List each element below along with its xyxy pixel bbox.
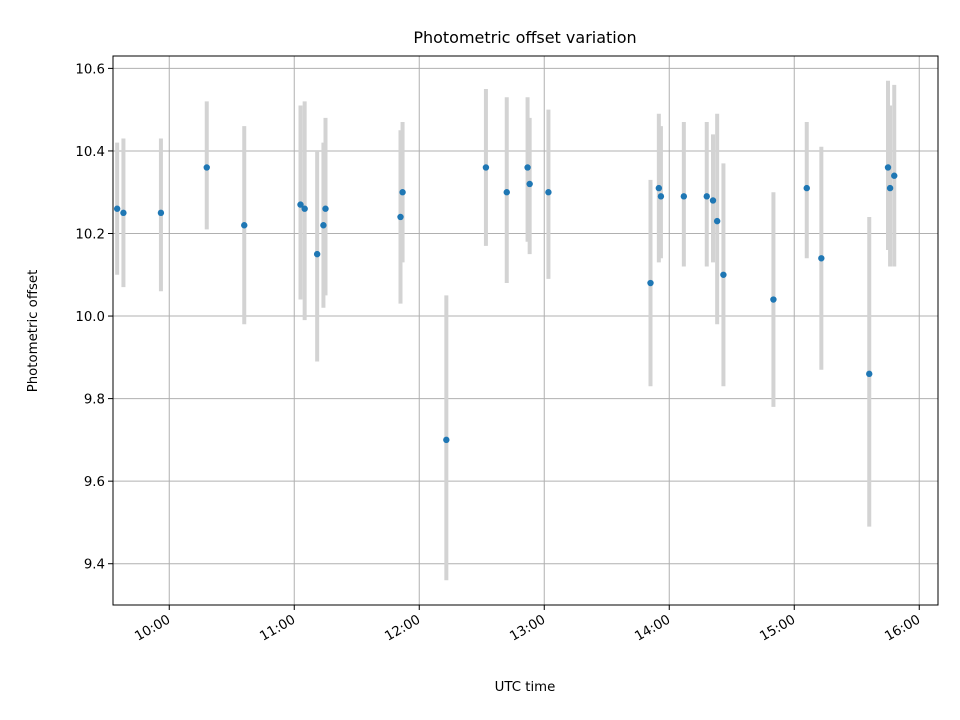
- data-point: [680, 193, 688, 200]
- data-point: [482, 164, 490, 171]
- data-points: [113, 164, 898, 444]
- grid: [113, 56, 938, 605]
- data-point: [720, 271, 727, 278]
- chart-title: Photometric offset variation: [413, 28, 636, 47]
- data-point: [322, 205, 329, 212]
- y-tick-label: 9.6: [84, 475, 105, 490]
- data-point: [709, 197, 717, 204]
- y-tick-label: 10.0: [75, 310, 105, 325]
- x-axis-label: UTC time: [495, 680, 556, 695]
- data-point: [655, 184, 663, 192]
- data-point: [886, 184, 894, 192]
- y-tick-label: 9.8: [84, 393, 105, 408]
- data-point: [703, 193, 710, 200]
- y-axis-label: Photometric offset: [26, 270, 41, 393]
- data-point: [203, 164, 210, 171]
- data-point: [866, 370, 873, 378]
- data-point: [301, 205, 308, 212]
- data-point: [524, 164, 531, 171]
- data-point: [884, 164, 892, 171]
- data-point: [313, 250, 321, 258]
- data-point: [241, 222, 248, 229]
- data-point: [397, 213, 404, 221]
- data-point: [157, 209, 165, 217]
- y-tick-label: 10.6: [75, 62, 105, 77]
- data-point: [818, 255, 825, 262]
- data-point: [297, 201, 304, 208]
- data-point: [803, 184, 810, 192]
- data-point: [320, 222, 327, 229]
- data-point: [891, 172, 898, 179]
- data-point: [545, 189, 552, 196]
- y-axis-ticks: 9.4 9.6 9.8 10.0 10.2 10.4 10.6: [75, 62, 113, 573]
- data-point: [647, 279, 654, 287]
- data-point: [113, 205, 121, 212]
- data-point: [526, 180, 533, 188]
- y-tick-label: 9.4: [84, 558, 105, 573]
- data-point: [503, 189, 510, 196]
- data-point: [657, 193, 665, 200]
- data-point: [443, 436, 450, 444]
- data-point: [120, 209, 127, 217]
- y-tick-label: 10.4: [75, 145, 105, 160]
- y-tick-label: 10.2: [75, 227, 105, 242]
- data-point: [713, 217, 721, 225]
- plot-frame: [112, 55, 939, 606]
- data-point: [399, 189, 406, 196]
- data-point: [770, 296, 777, 303]
